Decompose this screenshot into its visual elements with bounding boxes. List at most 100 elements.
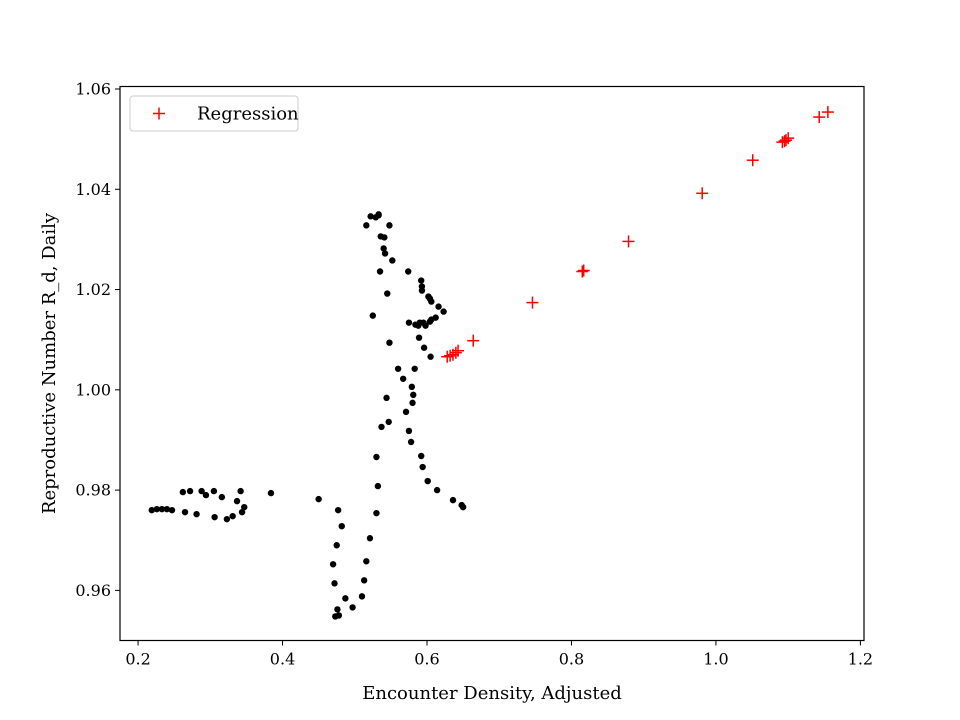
- data-point: [384, 290, 391, 297]
- data-point: [399, 375, 407, 382]
- data-point: [433, 486, 441, 494]
- x-axis-ticks: 0.2 0.4 0.6 0.8 1.0 1.2: [125, 640, 873, 669]
- regression-point: [444, 349, 457, 362]
- data-point: [374, 482, 382, 490]
- data-point: [229, 512, 236, 520]
- data-point: [163, 505, 171, 513]
- data-point: [331, 580, 338, 587]
- data-point: [349, 604, 356, 611]
- regression-point: [576, 265, 589, 278]
- regression-point: [622, 235, 635, 248]
- regression-point: [696, 187, 709, 200]
- data-point: [329, 561, 337, 568]
- regression-point: [746, 154, 759, 167]
- data-point: [223, 515, 231, 523]
- regression-point: [526, 296, 539, 309]
- data-point: [408, 383, 416, 391]
- data-point: [241, 503, 248, 511]
- data-point: [381, 234, 388, 241]
- data-point: [409, 399, 416, 407]
- data-point: [218, 493, 226, 501]
- y-tick-label: 0.96: [75, 581, 111, 600]
- data-point: [363, 222, 370, 229]
- data-point: [369, 312, 377, 319]
- regression-point: [813, 111, 826, 124]
- data-point: [432, 314, 439, 321]
- data-point: [211, 513, 218, 521]
- data-point: [168, 506, 176, 514]
- data-point: [449, 496, 457, 504]
- data-point: [342, 595, 349, 602]
- data-point: [405, 427, 413, 435]
- data-point: [334, 606, 341, 613]
- x-tick-label: 1.2: [848, 650, 873, 669]
- data-point: [202, 491, 210, 499]
- data-point: [405, 319, 413, 326]
- data-point: [440, 308, 447, 315]
- axes-frame: [119, 85, 865, 642]
- data-point: [181, 508, 189, 516]
- data-point: [418, 287, 426, 294]
- data-point: [435, 303, 442, 310]
- data-point: [238, 508, 246, 516]
- regression-point: [779, 134, 792, 147]
- data-point: [411, 365, 418, 372]
- data-point: [375, 212, 382, 219]
- plot-area: [148, 106, 834, 620]
- data-point: [158, 505, 166, 513]
- regression-point: [449, 346, 462, 359]
- data-point: [381, 250, 389, 257]
- data-point: [267, 489, 275, 497]
- data-point: [335, 612, 343, 619]
- data-point: [193, 510, 200, 518]
- y-tick-label: 1.04: [75, 180, 111, 199]
- data-point: [366, 535, 374, 542]
- x-axis-label: Encounter Density, Adjusted: [362, 683, 622, 704]
- data-point: [373, 453, 380, 461]
- data-point: [386, 222, 393, 229]
- data-point: [378, 423, 385, 431]
- x-tick-label: 0.8: [559, 650, 584, 669]
- regression-point: [782, 132, 795, 145]
- data-point: [373, 509, 380, 517]
- data-point: [186, 487, 194, 495]
- data-point: [422, 322, 429, 329]
- data-point: [427, 353, 434, 360]
- y-tick-label: 1.02: [75, 280, 111, 299]
- data-point: [333, 542, 340, 549]
- x-tick-label: 1.0: [703, 650, 728, 669]
- data-point: [237, 487, 244, 495]
- data-point: [233, 497, 241, 505]
- data-point: [402, 408, 410, 416]
- data-point: [418, 277, 425, 284]
- data-point: [418, 452, 425, 460]
- data-point: [420, 344, 428, 351]
- regression-point: [577, 264, 590, 277]
- y-tick-label: 1.06: [75, 80, 111, 99]
- legend-box: [129, 95, 299, 132]
- data-point: [358, 593, 366, 600]
- data-point: [376, 268, 384, 275]
- regression-point: [441, 350, 454, 363]
- data-point: [386, 339, 393, 346]
- y-axis-ticks: 0.96 0.98 1.00 1.02 1.04 1.06: [75, 80, 120, 600]
- data-point: [389, 257, 396, 264]
- data-point: [367, 213, 374, 220]
- data-point: [334, 506, 342, 514]
- data-point: [179, 488, 187, 496]
- data-point: [198, 487, 205, 495]
- data-point: [153, 505, 161, 513]
- data-point: [385, 418, 392, 426]
- regression-point: [467, 334, 480, 347]
- y-axis-label: Reproductive Number R_d, Daily: [39, 212, 60, 514]
- data-point: [363, 558, 370, 565]
- legend: Regression: [129, 95, 299, 132]
- data-point: [360, 577, 368, 584]
- y-tick-label: 1.00: [75, 380, 111, 399]
- x-tick-label: 0.2: [125, 650, 150, 669]
- data-point: [419, 463, 426, 471]
- data-point: [459, 503, 467, 511]
- data-point: [380, 245, 387, 252]
- data-point: [410, 391, 417, 399]
